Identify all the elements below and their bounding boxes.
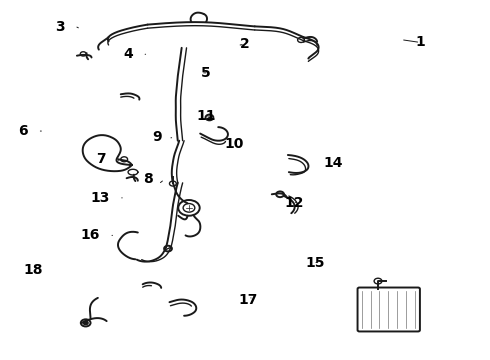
Text: 17: 17 [239,293,258,307]
Text: 13: 13 [90,191,110,205]
Text: 8: 8 [143,172,152,186]
Text: 14: 14 [323,156,343,170]
Text: 3: 3 [55,20,65,34]
Text: 6: 6 [19,124,28,138]
Text: 10: 10 [224,136,244,150]
Circle shape [83,321,88,325]
Text: 18: 18 [24,263,43,277]
Text: 5: 5 [201,66,211,80]
Text: 7: 7 [97,152,106,166]
Text: 16: 16 [80,228,100,242]
Text: 12: 12 [284,195,303,210]
Text: 4: 4 [123,47,133,61]
Text: 15: 15 [306,256,325,270]
Text: 9: 9 [152,130,162,144]
Text: 1: 1 [416,36,425,49]
Text: 2: 2 [240,37,250,51]
Text: 11: 11 [196,109,216,123]
